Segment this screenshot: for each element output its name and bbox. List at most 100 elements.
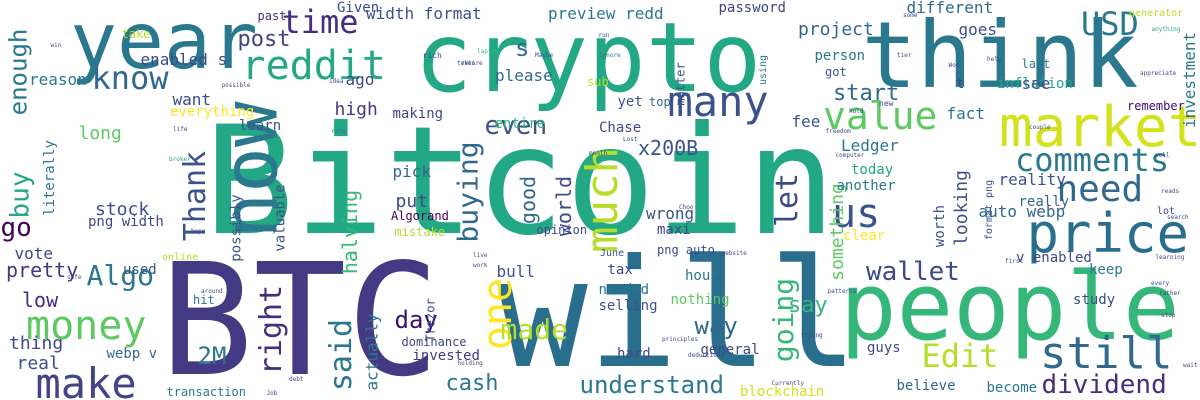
word-opinion: opinion [536,223,588,237]
word-study: study [1073,292,1116,308]
word-another: another [836,178,896,194]
word-possible: possible [221,82,251,89]
word-made: made [500,313,568,346]
word-bitcoin: Bitcoin [204,95,837,269]
word-please: please [495,66,553,85]
word-btc: BTC [160,229,440,400]
word-inflation: inflation [997,76,1073,92]
word-trying: trying [801,332,823,339]
word-high: high [334,99,378,120]
word-lost: Lost [623,136,638,143]
word-time: time [281,3,359,41]
word-usd: USD [1081,5,1139,43]
word-different: different [906,0,994,17]
word-dominance: dominance [401,335,467,349]
word-buying: buying [451,141,485,243]
word-will: will [497,228,859,400]
word-know: know [91,59,169,97]
word-think: think [861,2,1139,109]
word-anything: anything [1151,26,1181,33]
word-june: June [600,248,625,259]
word-help: help [987,56,1002,63]
word-patterns: patterns [827,288,857,295]
word-keep: keep [1089,262,1123,278]
word-halving: halving [338,189,363,275]
word-png-auto: png auto [657,243,715,257]
word-put: put [395,191,429,212]
word-ledger: Ledger [841,136,899,155]
word-token: token [457,60,476,67]
word-generator: generator [1129,8,1184,19]
word-principles: principles [662,336,699,343]
word-investment: investment [1180,31,1200,129]
word-maxi: maxi [657,222,691,238]
word-pick: pick [392,162,432,181]
word-right: right [254,284,290,376]
word-let: let [770,172,806,228]
word-stock: stock [95,199,150,220]
word-start: start [833,81,900,106]
word-general: general [700,342,760,358]
word-thing: thing [9,333,64,354]
word-long: long [78,123,122,144]
word-want: want [172,90,212,109]
word-first: first [1005,258,1024,265]
word-entire: entire [494,116,546,132]
word-guys: guys [867,340,901,356]
word-reddit: reddit [241,43,387,89]
word-fact: fact [946,104,986,123]
word-real: real [16,353,60,374]
word-learn: learn [239,118,282,134]
word-got: got [825,65,847,79]
word-need: need [1056,169,1144,210]
word-sub: sub [587,75,609,89]
word-believe: believe [896,378,956,394]
word-algo: Algo [86,259,154,292]
word-online: online [162,252,199,263]
word-freedom: freedom [825,128,851,135]
word-actually: actually [362,313,382,391]
word-given: Given [337,0,380,16]
word-password: password [718,0,786,16]
word-say: say [788,293,828,318]
word-used: used [123,262,157,278]
word-remember: remember [1127,99,1185,113]
word-needed: needed [598,282,650,298]
word-day: day [394,306,438,334]
word-work: work [473,262,488,269]
word-every: every [1151,280,1170,287]
word-around: around [201,288,223,295]
word-good: good [516,175,541,225]
word-low: low [22,288,59,312]
word-lot: lot [1157,206,1176,217]
word-tier: tier [897,52,912,59]
word-top: top [649,95,671,109]
word-debt: debt [289,376,304,383]
word-choo: Choo [679,204,694,211]
word-become: become [986,380,1038,396]
word-comments: comments [1015,141,1170,179]
word-worth: worth [932,204,949,248]
word-run: run [598,32,610,39]
word-last: last [1021,57,1051,71]
word-sell: sell [1155,152,1170,159]
word-transaction: transaction [166,385,246,399]
word-algorand: Algorand [391,209,449,223]
word-woe: Woe [948,62,960,69]
word-ignore: ignore [599,52,621,59]
word-literally: literally [41,140,58,216]
word-making: making [392,106,444,122]
word-wallet: wallet [866,257,960,287]
word-idea: idea [329,78,344,85]
word-today: today [851,162,894,178]
word-make: make [35,359,137,400]
word-enabled-s: enabled s [140,50,228,69]
word-rich: rich [422,51,442,60]
word-even: even [484,111,548,141]
word-hour: hour [685,268,719,284]
word-yet: yet [617,94,643,110]
word-some: some [903,12,918,19]
word-wait: wait [1183,362,1198,369]
word-market: market [999,95,1200,160]
word-learning: learning [1155,254,1185,261]
